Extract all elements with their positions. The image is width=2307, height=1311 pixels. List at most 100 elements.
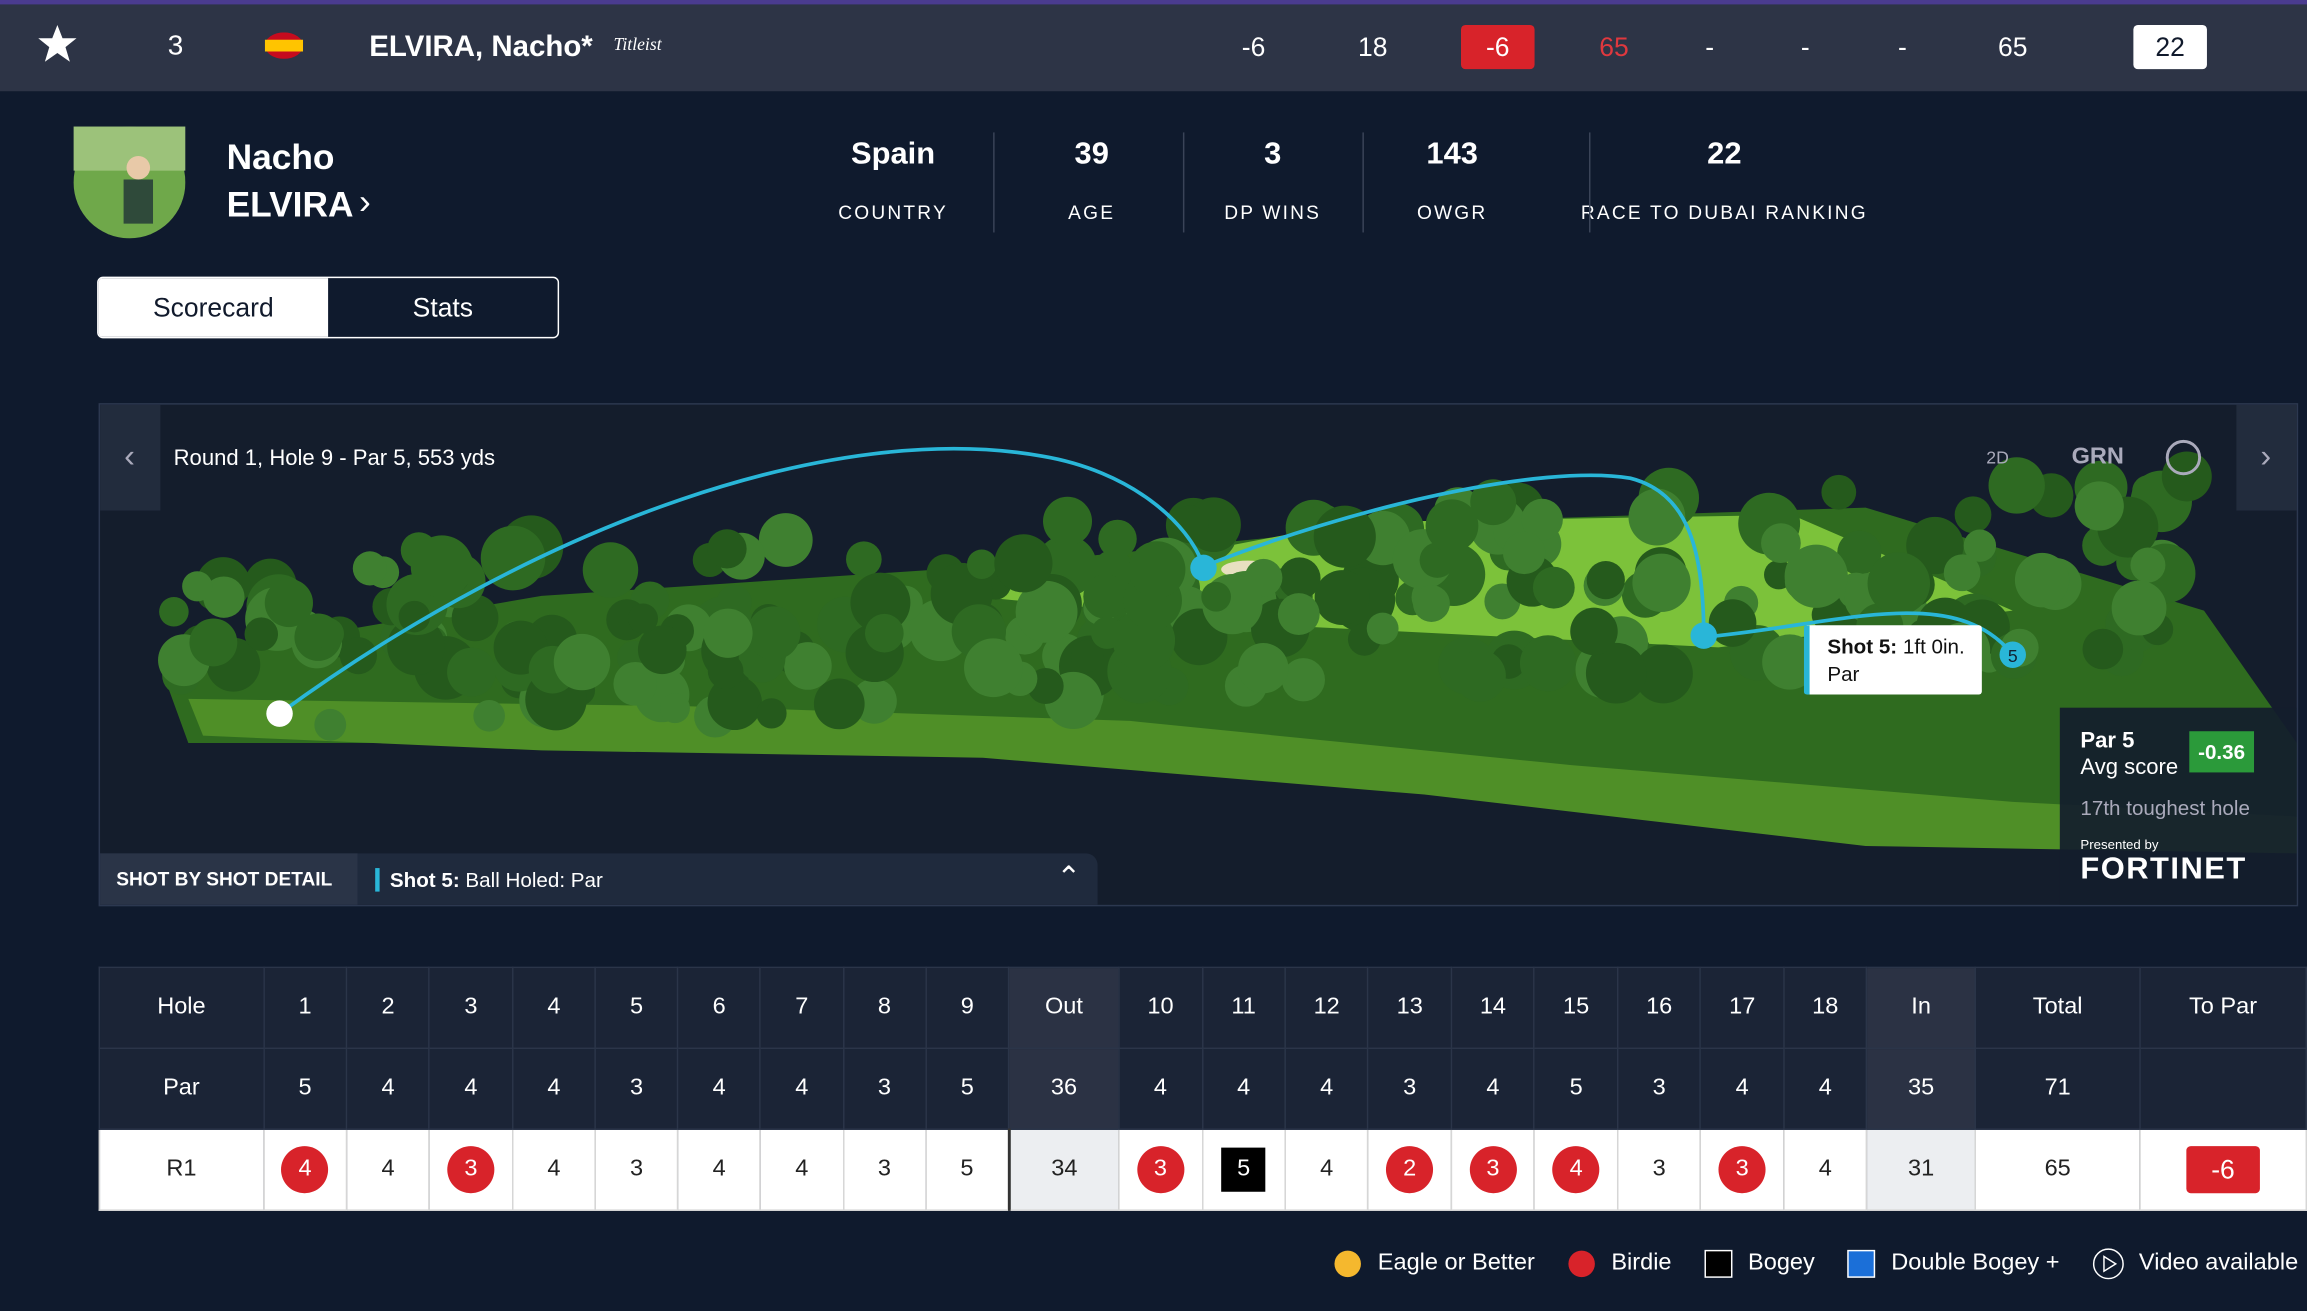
tabs: Scorecard Stats xyxy=(97,276,560,339)
chevron[interactable]: › xyxy=(358,182,371,223)
detail-text: Shot 5: Ball Holed: Par xyxy=(390,868,603,892)
cell: 4 xyxy=(1201,1047,1286,1130)
tooltip-result: Par xyxy=(1827,662,1860,686)
cell: 3 xyxy=(842,1047,927,1130)
cell-text: 4 xyxy=(1320,1156,1334,1182)
score-cell: - xyxy=(1800,32,1810,62)
cell-text: 4 xyxy=(712,1075,726,1101)
cell: R1 xyxy=(98,1128,265,1211)
cell-text: 9 xyxy=(960,994,974,1020)
legend-swatch xyxy=(1567,1249,1596,1278)
hole-3d: 5 ‹ › xyxy=(100,404,2297,854)
tree xyxy=(1532,566,1575,609)
cell: 4 xyxy=(1118,1047,1203,1130)
score-mark: 3 xyxy=(1136,1146,1185,1194)
legend: Eagle or Better Birdie Bogey Double Bogey +… xyxy=(1316,1248,2298,1280)
shot-marker[interactable]: 5 xyxy=(2008,646,2018,666)
cell-text: 36 xyxy=(1050,1075,1078,1101)
cell-text: 4 xyxy=(712,1156,726,1182)
cell-text: 31 xyxy=(1908,1156,1935,1182)
tree xyxy=(1425,499,1479,553)
legend-item: Video available xyxy=(2092,1248,2298,1280)
first-name: Nacho xyxy=(226,138,335,179)
shot-detail-bar[interactable]: SHOT BY SHOT DETAIL Shot 5: Ball Holed: … xyxy=(100,853,1098,905)
tree xyxy=(2161,451,2212,502)
leaderboard-row[interactable]: 3 ELVIRA, Nacho* Titleist -6 18 -6 65 - - - 65 2… xyxy=(0,0,2307,92)
cell: 4 xyxy=(1284,1128,1369,1211)
cell: 3 xyxy=(428,966,514,1050)
cell: 18 xyxy=(1783,966,1868,1050)
cell-text: 4 xyxy=(1237,1075,1251,1101)
tree xyxy=(1988,457,2045,514)
tree xyxy=(1281,658,1325,702)
cell: 5 xyxy=(924,1128,1011,1211)
tree xyxy=(1954,496,1992,534)
cell: 3 xyxy=(1367,1047,1453,1130)
view-2d[interactable]: 2D xyxy=(1986,447,2009,468)
stat: 39 AGE xyxy=(1068,137,1115,224)
tree xyxy=(1238,643,1289,694)
favorite-star[interactable] xyxy=(37,24,78,65)
cell: 4 xyxy=(1783,1128,1868,1211)
tree xyxy=(1314,570,1370,625)
cell-text: 5 xyxy=(298,1075,312,1101)
tree xyxy=(1943,554,1981,592)
last-name[interactable]: ELVIRA xyxy=(226,185,354,226)
svg-text:›: › xyxy=(2260,437,2271,473)
player-photo xyxy=(73,126,186,239)
legend-item: Double Bogey + xyxy=(1847,1249,2059,1278)
cell: 3 xyxy=(1450,1128,1536,1211)
score-cell: 18 xyxy=(1357,32,1388,62)
cell-text: 4 xyxy=(381,1156,395,1182)
collapse[interactable]: ⌃ xyxy=(1056,862,1082,895)
tree xyxy=(994,534,1053,593)
presented-by: Presented by xyxy=(2080,837,2159,852)
cell: 5 xyxy=(1533,1047,1619,1130)
cell-text: In xyxy=(1911,994,1931,1020)
stat-value: 143 xyxy=(1426,136,1478,171)
cell-text: 10 xyxy=(1147,994,1174,1020)
detail-accent xyxy=(375,868,380,892)
cell: 13 xyxy=(1367,966,1453,1050)
player-name[interactable]: ELVIRA, Nacho* xyxy=(369,30,593,64)
tree xyxy=(264,578,314,628)
cell-text: 4 xyxy=(1818,1156,1832,1182)
cell: 3 xyxy=(594,1047,679,1130)
tree xyxy=(707,529,747,569)
cell-text: 13 xyxy=(1396,994,1423,1020)
cell: 5 xyxy=(924,1047,1010,1130)
tree xyxy=(637,625,687,675)
stat-value: 22 xyxy=(1707,136,1742,171)
tab-active[interactable]: Scorecard xyxy=(98,278,329,337)
legend-swatch xyxy=(1334,1249,1363,1278)
cell: 31 xyxy=(1865,1128,1977,1211)
score-mark: 5 xyxy=(1221,1147,1266,1192)
tree xyxy=(2130,547,2166,583)
brand: Titleist xyxy=(613,33,662,55)
cell-text: 11 xyxy=(1231,994,1256,1020)
tree xyxy=(1098,519,1137,559)
score-cell: - xyxy=(1897,32,1907,62)
cell-text: 5 xyxy=(960,1156,974,1182)
cell: 12 xyxy=(1284,966,1369,1050)
cell-text: 2 xyxy=(381,994,395,1020)
score-mark: -6 xyxy=(2186,1146,2260,1194)
tab[interactable]: Stats xyxy=(412,292,474,323)
tree xyxy=(707,675,762,731)
view-green[interactable]: GRN xyxy=(2071,444,2124,470)
tree xyxy=(182,571,213,602)
sponsor: FORTINET xyxy=(2080,851,2247,886)
stat: 143 OWGR xyxy=(1417,137,1487,224)
cell-text: 4 xyxy=(1320,1075,1334,1101)
cell-text: 14 xyxy=(1479,994,1507,1020)
tree xyxy=(703,608,753,658)
tree xyxy=(1083,574,1128,619)
stat-label: RACE TO DUBAI RANKING xyxy=(1580,201,1868,224)
cell xyxy=(2139,1047,2307,1130)
cell-text: 3 xyxy=(877,1156,891,1182)
cell-text: Total xyxy=(2032,994,2083,1020)
tree xyxy=(1628,488,1686,546)
legend-swatch xyxy=(2092,1248,2124,1280)
cell-text: 15 xyxy=(1563,994,1590,1020)
tree xyxy=(352,551,387,586)
